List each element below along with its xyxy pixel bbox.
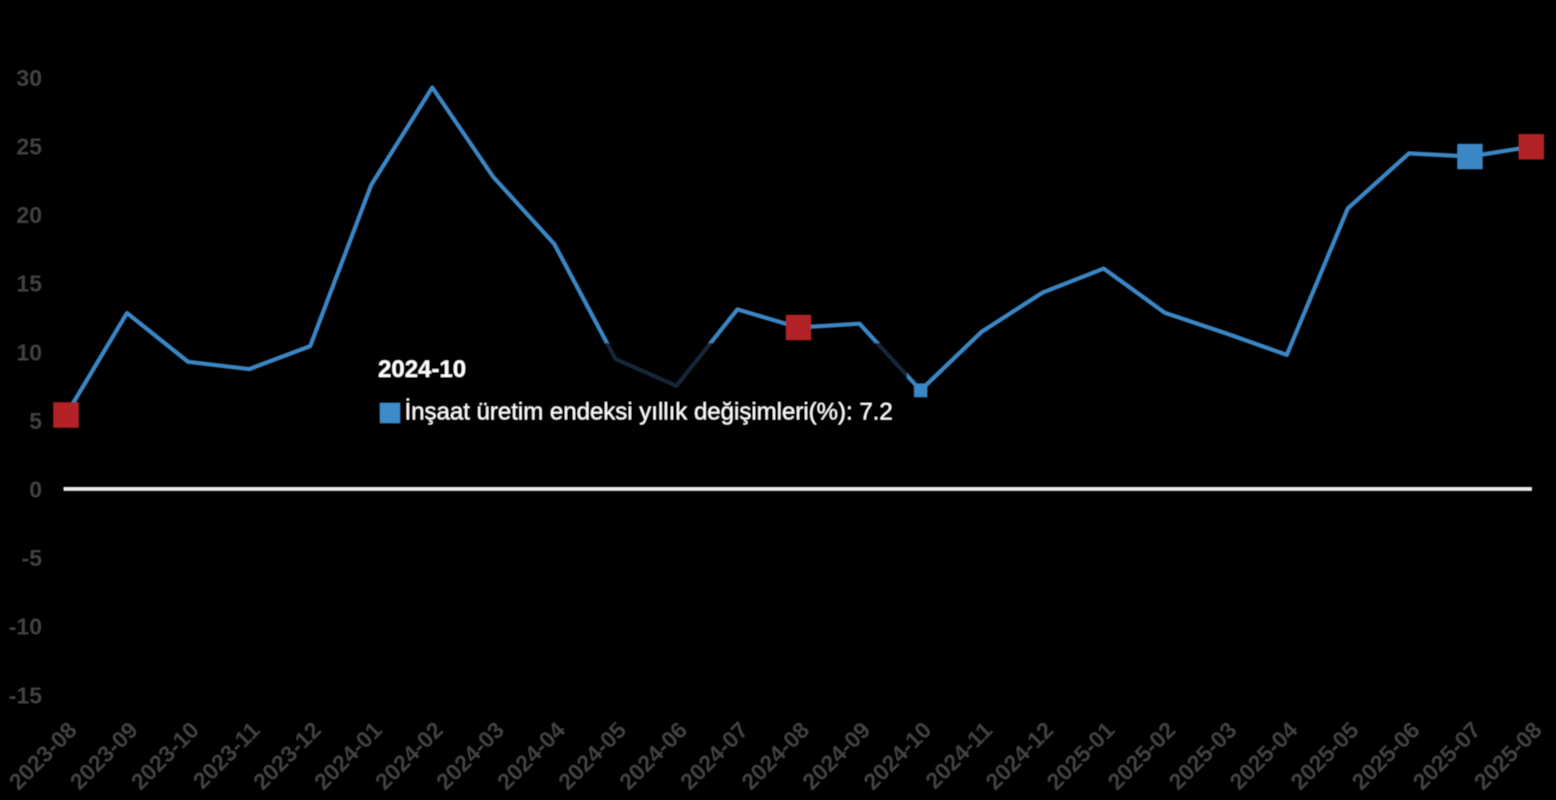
- svg-text:25: 25: [16, 134, 42, 160]
- svg-text:20: 20: [16, 202, 42, 228]
- svg-text:15: 15: [16, 271, 42, 297]
- svg-text:0: 0: [29, 477, 42, 503]
- svg-text:-15: -15: [9, 682, 42, 708]
- svg-text:10: 10: [16, 339, 42, 365]
- svg-text:İnşaat üretim endeksi yıllık d: İnşaat üretim endeksi yıllık değişimleri…: [405, 399, 893, 426]
- svg-text:-5: -5: [22, 545, 43, 571]
- svg-text:30: 30: [16, 65, 42, 91]
- svg-text:-10: -10: [9, 614, 42, 640]
- svg-text:2024-10: 2024-10: [378, 356, 466, 383]
- svg-text:5: 5: [29, 408, 42, 434]
